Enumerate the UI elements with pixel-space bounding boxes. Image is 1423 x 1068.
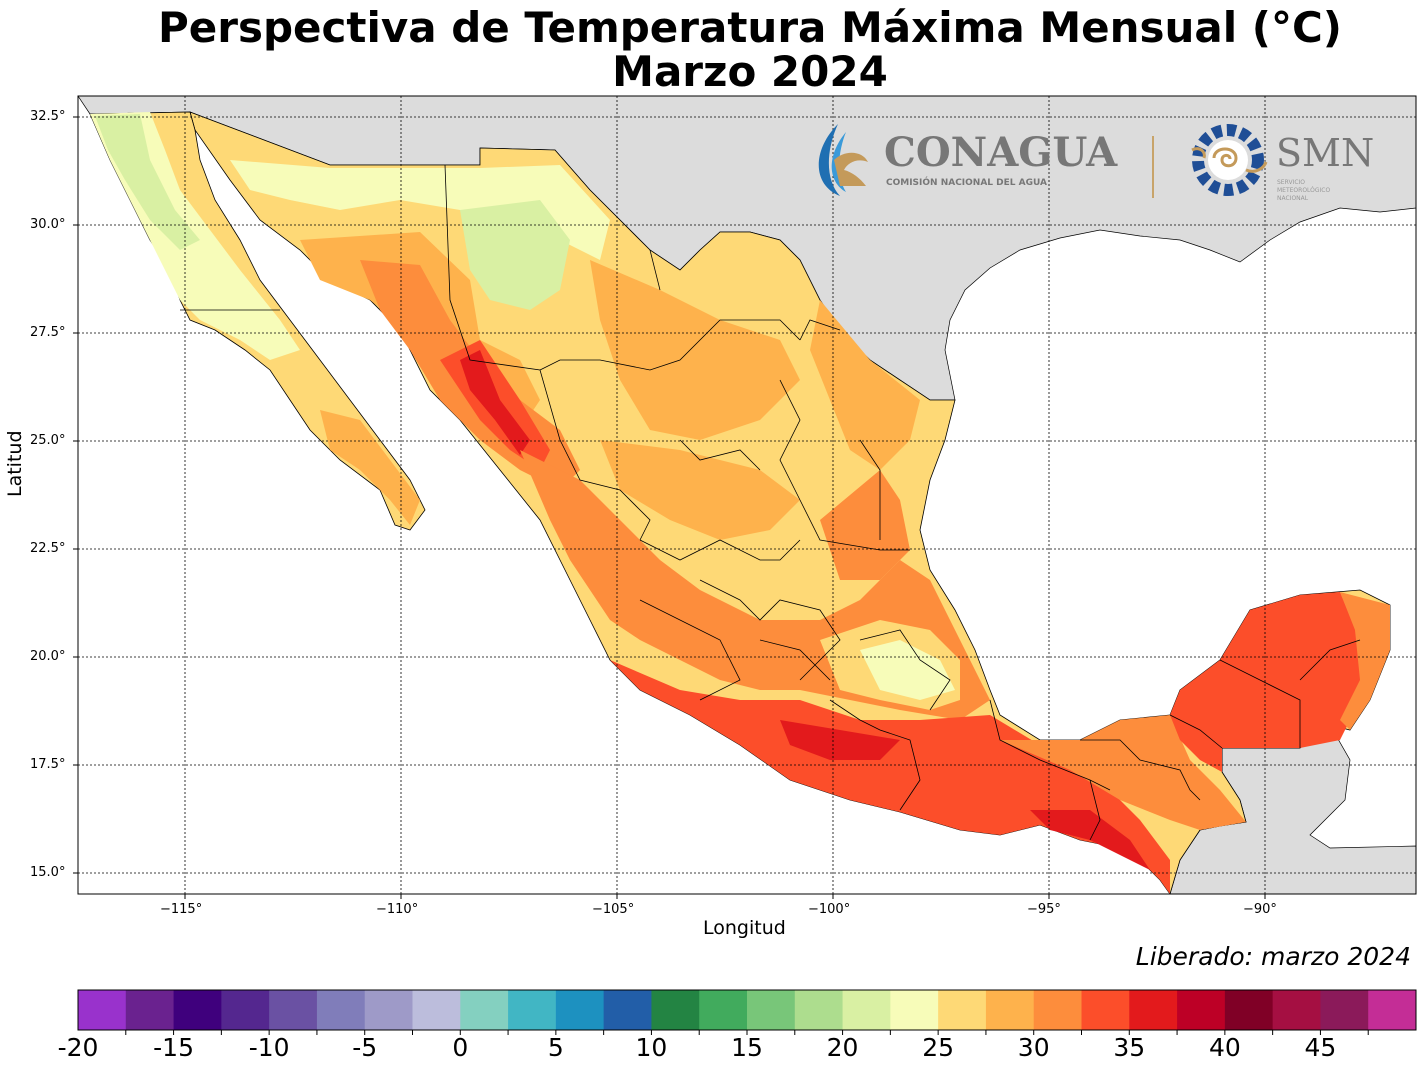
colorbar-label: 35 [1113,1033,1146,1062]
baja-coolest-zone [95,114,200,250]
durango-warm [600,440,800,540]
conagua-wordmark: CONAGUA [884,129,1118,176]
colorbar-frame [77,989,1417,1031]
colorbar-label: 25 [922,1033,955,1062]
central-plateau-warm [590,260,800,440]
colorbar-label: 0 [452,1033,469,1062]
x-tick-label: −95° [1027,902,1061,917]
colorbar-label: -20 [57,1033,99,1062]
baja-warm-zone [320,410,420,525]
x-tick-label: −115° [160,902,203,917]
colorbar-label: -10 [248,1033,290,1062]
y-tick-label: 20.0° [30,649,66,664]
y-tick-label: 17.5° [30,757,66,772]
tick-marks [73,116,1266,899]
colorbar-swatch [747,990,796,1030]
colorbar-label: 10 [635,1033,668,1062]
x-tick-label: −90° [1243,902,1277,917]
y-tick-label: 25.0° [30,433,66,448]
colorbar-swatch [1177,990,1226,1030]
chart-title: Perspectiva de Temperatura Máxima Mensua… [158,3,1342,52]
x-tick-label: −105° [592,902,635,917]
colorbar-swatch [508,990,557,1030]
guerrero-hottest [780,720,900,760]
colorbar-swatch [555,990,605,1030]
x-tick-label: −110° [376,902,419,917]
colorbar-swatch [364,990,413,1030]
colorbar-label: 20 [826,1033,859,1062]
colorbar-label: -15 [153,1033,194,1062]
colorbar-swatch [985,990,1035,1030]
northeast-warmer [820,470,910,580]
release-date: Liberado: marzo 2024 [1135,942,1411,971]
central-highlands-coolest [860,640,955,700]
colorbar-swatch [1033,990,1082,1030]
y-axis-label: Latitud [4,430,26,497]
colorbar-swatch [1129,990,1178,1030]
colorbar-swatch [412,990,461,1030]
conagua-logo: CONAGUA COMISIÓN NACIONAL DEL AGUA [818,124,1154,198]
smn-wordmark: SMN [1276,131,1374,175]
colorbar-label: 40 [1208,1033,1241,1062]
colorbar-label: 45 [1304,1033,1337,1062]
colorbar-swatch [221,990,270,1030]
colorbar-swatch [651,990,700,1030]
colorbar-swatch [890,990,939,1030]
colorbar-swatch [938,990,987,1030]
colorbar-swatch [842,990,891,1030]
smn-subtitle-1: SERVICIO [1277,179,1305,186]
colorbar-label: 15 [731,1033,763,1062]
colorbar-swatch [699,990,748,1030]
colorbar-swatch [316,990,366,1030]
chart-subtitle: Marzo 2024 [612,47,888,96]
colorbar-swatch [125,990,175,1030]
south-hot-belt [610,660,1170,894]
colorbar [78,990,1417,1035]
yucatan-east-warm [1340,592,1390,730]
x-tick-label: −100° [808,902,851,917]
sinaloa-hottest-zone [460,350,530,455]
plot-frame [77,95,1417,895]
colorbar-swatch [173,990,222,1030]
colorbar-label: -5 [352,1033,378,1062]
colorbar-swatch [78,990,127,1030]
gridlines [78,96,1416,894]
colorbar-swatch [1368,990,1417,1030]
colorbar-swatch [1081,990,1130,1030]
y-tick-label: 15.0° [30,865,66,880]
colorbar-label: 5 [547,1033,564,1062]
y-tick-label: 32.5° [30,109,66,124]
southeast-warmer [1000,715,1246,830]
colorbar-label: 30 [1017,1033,1050,1062]
y-tick-label: 22.5° [30,541,66,556]
smn-subtitle-3: NACIONAL [1277,195,1309,202]
northeast-warm [810,300,920,470]
colorbar-swatch [269,990,318,1030]
colorbar-swatch [1272,990,1321,1030]
chihuahua-coolest-zone [460,200,570,310]
y-tick-label: 27.5° [30,325,66,340]
state-borders [180,164,1361,841]
x-axis-label: Longitud [703,917,786,939]
north-cool-zone [230,160,610,260]
colorbar-swatch [1224,990,1274,1030]
colorbar-swatch [603,990,652,1030]
colorbar-swatch [794,990,844,1030]
conagua-subtitle: COMISIÓN NACIONAL DEL AGUA [886,176,1047,188]
smn-logo: SMN SERVICIO METEOROLÓGICO NACIONAL [1191,124,1374,202]
colorbar-swatch [460,990,509,1030]
y-tick-label: 30.0° [30,217,66,232]
smn-subtitle-2: METEOROLÓGICO [1277,187,1330,194]
colorbar-swatch [1320,990,1369,1030]
